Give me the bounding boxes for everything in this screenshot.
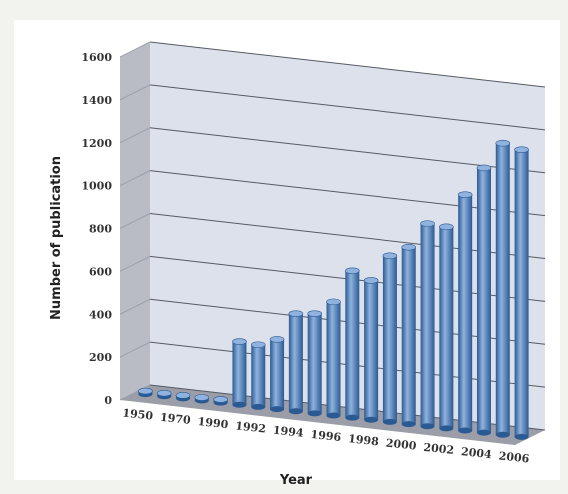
bar (420, 220, 435, 430)
gridline-side (119, 341, 151, 358)
bar (439, 223, 454, 432)
y-tick-label: 0 (104, 394, 112, 407)
bar (345, 267, 360, 421)
x-tick-label: 1990 (197, 415, 229, 431)
x-tick-label: 1950 (122, 407, 154, 423)
y-axis-title: Number of publication (49, 156, 64, 320)
bar (514, 146, 529, 440)
y-tick-label: 1000 (81, 180, 112, 193)
gridline-side (119, 255, 151, 272)
bar (288, 310, 304, 415)
y-tick-label: 400 (89, 308, 112, 321)
bar (476, 164, 492, 436)
y-tick-label: 1600 (81, 51, 112, 64)
y-tick-label: 1200 (81, 137, 112, 150)
x-tick-label: 2000 (385, 437, 417, 453)
gridline-side (119, 84, 151, 101)
bar (232, 338, 247, 408)
x-tick-label: 2004 (460, 445, 492, 461)
bar (382, 252, 398, 425)
bar (457, 191, 473, 434)
gridline-side (119, 127, 151, 144)
bar (138, 387, 153, 398)
bar (307, 310, 322, 417)
y-tick-label: 200 (89, 351, 112, 364)
bar (495, 139, 511, 438)
x-axis-title: Year (279, 473, 313, 488)
x-tick-label: 2006 (498, 449, 530, 465)
bar (269, 336, 285, 413)
y-tick-label: 800 (89, 223, 112, 236)
bar (175, 392, 191, 402)
bar (213, 396, 228, 406)
gridline-side (119, 213, 151, 229)
gridline-side (119, 298, 151, 315)
gridline-side (119, 41, 151, 58)
bar (363, 277, 379, 423)
x-tick-label: 1994 (272, 424, 304, 440)
gridline (149, 84, 546, 131)
gridline-side (119, 170, 151, 187)
y-tick-label: 600 (89, 265, 112, 278)
bar (401, 243, 417, 428)
x-tick-label: 2002 (423, 441, 455, 457)
y-tick-label: 1400 (81, 94, 112, 107)
x-tick-label: 1998 (348, 432, 380, 448)
bar (156, 389, 172, 400)
bar (326, 298, 341, 419)
gridline-side (119, 384, 151, 401)
x-tick-label: 1970 (159, 411, 191, 427)
bar (194, 394, 210, 404)
bar (250, 341, 266, 410)
gridline (149, 41, 546, 88)
x-tick-label: 1996 (310, 428, 342, 444)
x-tick-label: 1992 (235, 419, 267, 435)
